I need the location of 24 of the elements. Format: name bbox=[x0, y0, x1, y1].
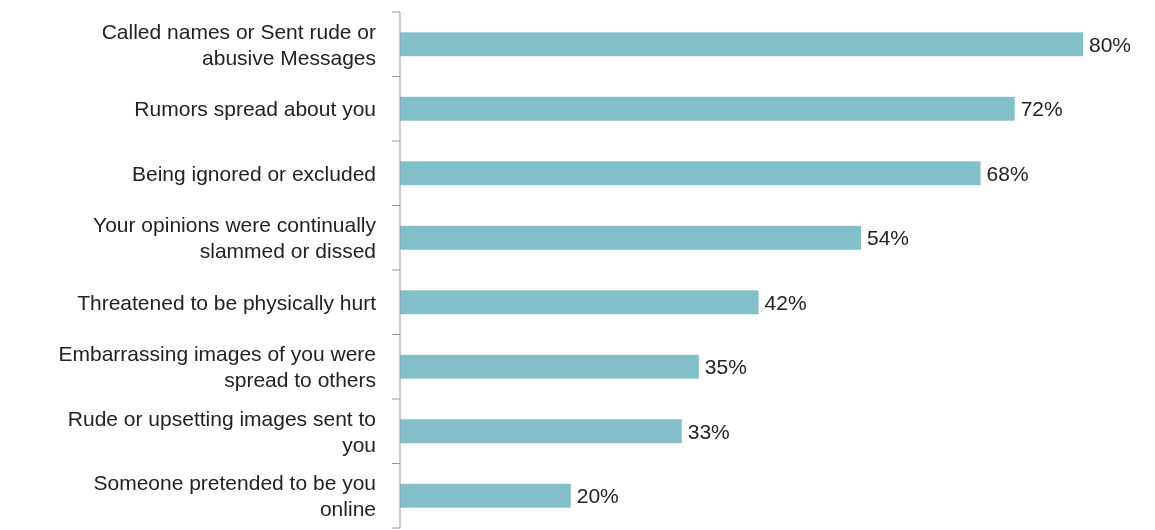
y-tick-label: Your opinions were continually slammed or dissed bbox=[93, 213, 377, 263]
y-tick-label: Rumors spread about you bbox=[134, 97, 376, 121]
bar bbox=[400, 419, 682, 444]
y-tick-label: Someone pretended to be you online bbox=[93, 471, 376, 521]
data-label: 80% bbox=[1089, 32, 1132, 56]
bar bbox=[400, 354, 699, 379]
data-label: 35% bbox=[704, 355, 747, 379]
bar bbox=[400, 96, 1015, 121]
data-label: 33% bbox=[687, 419, 730, 443]
data-label: 72% bbox=[1020, 97, 1063, 121]
y-tick-label: Being ignored or excluded bbox=[131, 161, 376, 185]
y-tick-label: Called names or Sent rude or abusive Messages bbox=[101, 19, 377, 69]
y-tick-label: Rude or upsetting images sent to you bbox=[67, 406, 376, 456]
bar bbox=[400, 290, 759, 315]
data-label: 20% bbox=[576, 484, 619, 508]
data-label: 54% bbox=[867, 226, 910, 250]
y-tick-label: Threatened to be physically hurt bbox=[77, 290, 377, 314]
y-tick-label: Embarrassing images of you were spread to others bbox=[58, 342, 376, 392]
bar bbox=[400, 161, 981, 186]
bar bbox=[400, 32, 1083, 57]
bar bbox=[400, 225, 862, 250]
data-label: 42% bbox=[764, 290, 807, 314]
data-label: 68% bbox=[986, 161, 1029, 185]
bar bbox=[400, 483, 571, 508]
